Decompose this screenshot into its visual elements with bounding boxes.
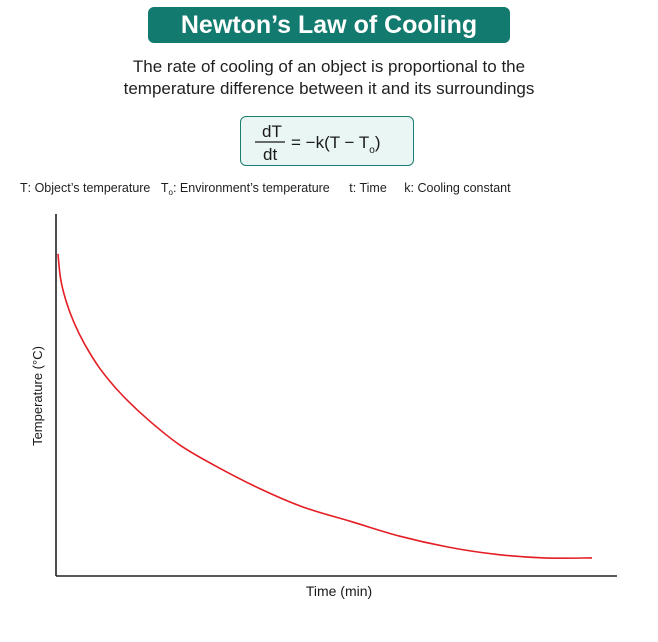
- x-axis-label: Time (min): [306, 583, 372, 599]
- cooling-curve: [57, 253, 593, 559]
- legend-symbol: T: [20, 181, 28, 195]
- formula-denominator: dt: [263, 145, 277, 164]
- description: The rate of cooling of an object is prop…: [20, 56, 638, 100]
- page-title: Newton’s Law of Cooling: [148, 7, 510, 43]
- y-axis-label: Temperature (°C): [30, 346, 45, 446]
- legend-text: : Environment’s temperature: [172, 181, 330, 195]
- formula-box: dT dt = −k(T − To): [240, 116, 414, 166]
- legend-symbol: t: [349, 181, 353, 195]
- legend-item-cooling-constant: k: Cooling constant: [404, 180, 510, 201]
- description-line-1: The rate of cooling of an object is prop…: [132, 57, 526, 76]
- formula-rhs-subscript: o: [369, 145, 375, 156]
- formula-rhs-suffix: ): [375, 133, 381, 152]
- legend-symbol: k: [404, 181, 411, 195]
- legend-item-environment-temperature: To: Environment’s temperature: [161, 180, 330, 201]
- legend-text: : Object’s temperature: [27, 181, 151, 195]
- legend-subscript: o: [168, 188, 173, 197]
- formula-numerator: dT: [262, 122, 282, 141]
- legend-item-object-temperature: T: Object’s temperature: [20, 180, 150, 201]
- legend-symbol: T: [160, 181, 169, 195]
- formula: dT dt = −k(T − To): [255, 122, 381, 164]
- legend-text: : Time: [352, 181, 387, 195]
- legend-text: : Cooling constant: [410, 181, 511, 195]
- legend: T: Object’s temperature To: Environment’…: [20, 180, 638, 201]
- formula-rhs-prefix: = −k(T − T: [291, 133, 369, 152]
- legend-item-time: t: Time: [349, 180, 387, 201]
- formula-rhs: = −k(T − To): [291, 133, 381, 156]
- description-line-2: temperature difference between it and it…: [123, 79, 535, 98]
